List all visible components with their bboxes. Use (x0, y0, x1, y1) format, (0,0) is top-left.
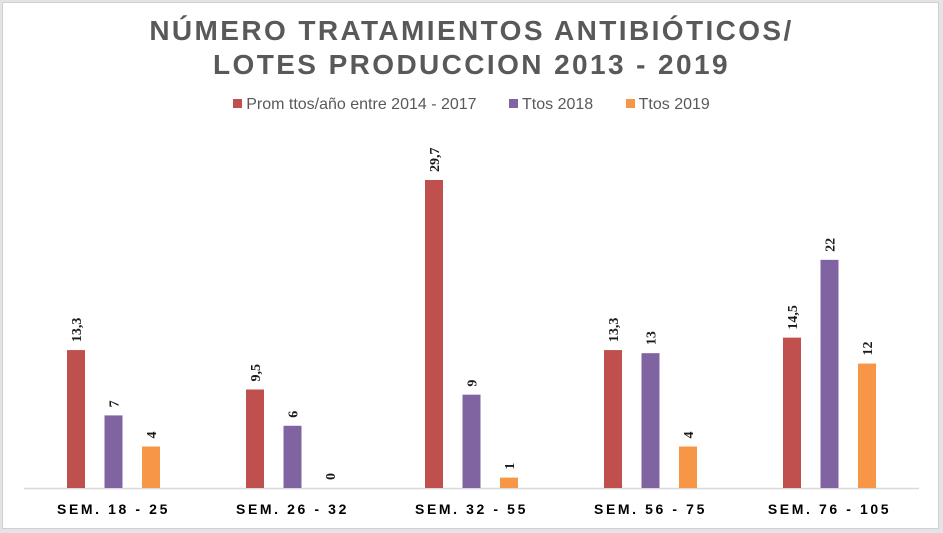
data-label-s2-c0: 4 (145, 432, 160, 439)
legend-label-prom: Prom ttos/año entre 2014 - 2017 (246, 96, 477, 113)
bar-s1-c4 (820, 259, 839, 488)
data-label-s0-c0: 13,3 (70, 318, 85, 343)
bar-s0-c0 (67, 350, 85, 488)
data-label-s0-c3: 13,3 (607, 318, 622, 343)
legend-label-2019: Ttos 2019 (638, 96, 710, 113)
chart-title-line-2: LOTES PRODUCCION 2013 - 2019 (213, 49, 730, 80)
x-tick-label-3: SEM. 56 - 75 (594, 501, 707, 517)
chart-title: NÚMERO TRATAMIENTOS ANTIBIÓTICOS/ LOTES … (0, 14, 943, 82)
data-label-s1-c3: 13 (645, 331, 660, 345)
data-label-s2-c3: 4 (682, 432, 697, 439)
data-label-s2-c4: 12 (861, 342, 876, 356)
chart-title-line-1: NÚMERO TRATAMIENTOS ANTIBIÓTICOS/ (149, 15, 794, 46)
bar-s2-c0 (142, 446, 160, 488)
data-label-s2-c1: 0 (324, 473, 339, 480)
x-tick-label-0: SEM. 18 - 25 (57, 501, 170, 517)
bar-s1-c0 (104, 415, 123, 488)
chart-legend: Prom ttos/año entre 2014 - 2017 Ttos 201… (0, 96, 943, 114)
data-label-s0-c1: 9,5 (249, 364, 264, 382)
data-label-s2-c2: 1 (503, 463, 518, 470)
bar-s1-c3 (641, 353, 660, 488)
legend-swatch-2019 (625, 99, 635, 108)
bar-s1-c1 (283, 425, 302, 488)
data-label-s0-c4: 14,5 (786, 305, 801, 330)
bar-s1-c2 (462, 394, 481, 488)
x-tick-label-1: SEM. 26 - 32 (236, 501, 349, 517)
data-label-s1-c0: 7 (108, 400, 123, 407)
data-label-s1-c2: 9 (466, 380, 481, 387)
bar-s0-c4 (783, 337, 801, 488)
bar-s0-c1 (246, 389, 264, 488)
data-label-s1-c1: 6 (287, 411, 302, 418)
legend-item-prom: Prom ttos/año entre 2014 - 2017 (233, 96, 477, 114)
bar-s2-c2 (500, 477, 518, 488)
bar-s0-c3 (604, 350, 622, 488)
legend-item-2018: Ttos 2018 (509, 96, 593, 114)
bar-s2-c4 (858, 363, 876, 488)
bar-s0-c2 (425, 180, 443, 488)
legend-label-2018: Ttos 2018 (522, 96, 594, 113)
legend-item-2019: Ttos 2019 (625, 96, 710, 114)
data-label-s1-c4: 22 (824, 238, 839, 252)
legend-swatch-prom (233, 99, 243, 108)
data-label-s0-c2: 29,7 (428, 148, 443, 173)
x-tick-label-4: SEM. 76 - 105 (768, 501, 891, 517)
legend-swatch-2018 (509, 99, 519, 108)
x-tick-label-2: SEM. 32 - 55 (415, 501, 528, 517)
bar-s2-c3 (679, 446, 697, 488)
